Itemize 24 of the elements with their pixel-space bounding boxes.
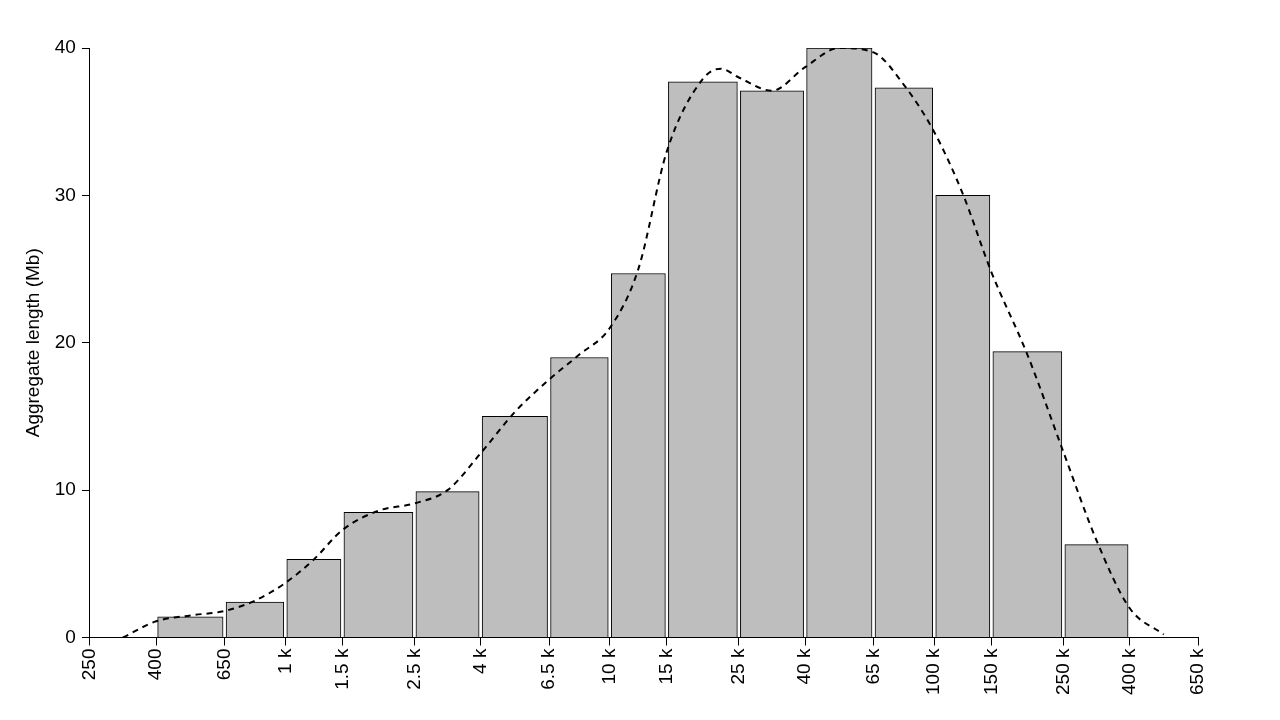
x-tick-label: 65 k	[861, 648, 883, 685]
y-tick-label: 40	[54, 36, 76, 58]
x-tick-label: 100 k	[922, 648, 944, 695]
x-tick-label: 2.5 k	[402, 648, 424, 690]
x-tick-label: 1.5 k	[330, 648, 352, 690]
x-tick-label: 15 k	[655, 648, 677, 685]
x-tick-label: 40 k	[793, 648, 815, 685]
x-tick-label: 400 k	[1117, 648, 1139, 695]
y-axis-title: Aggregate length (Mb)	[21, 248, 43, 438]
y-tick-label: 0	[65, 625, 76, 647]
x-tick-label: 25 k	[727, 648, 749, 685]
x-tick-label: 650 k	[1186, 648, 1208, 695]
x-tick-label: 650	[212, 648, 234, 681]
x-tick-label: 150 k	[979, 648, 1001, 695]
x-tick-label: 6.5 k	[537, 648, 559, 690]
x-tick-label: 250	[78, 648, 100, 681]
x-tick-label: 10 k	[597, 648, 619, 685]
x-tick-label: 400	[144, 648, 166, 681]
x-tick-label: 1 k	[273, 648, 295, 674]
y-tick-label: 20	[54, 330, 76, 352]
y-tick-label: 10	[54, 478, 76, 500]
x-tick-label: 4 k	[468, 648, 490, 674]
x-tick-label: 250 k	[1051, 648, 1073, 695]
y-tick-label: 30	[54, 183, 76, 205]
